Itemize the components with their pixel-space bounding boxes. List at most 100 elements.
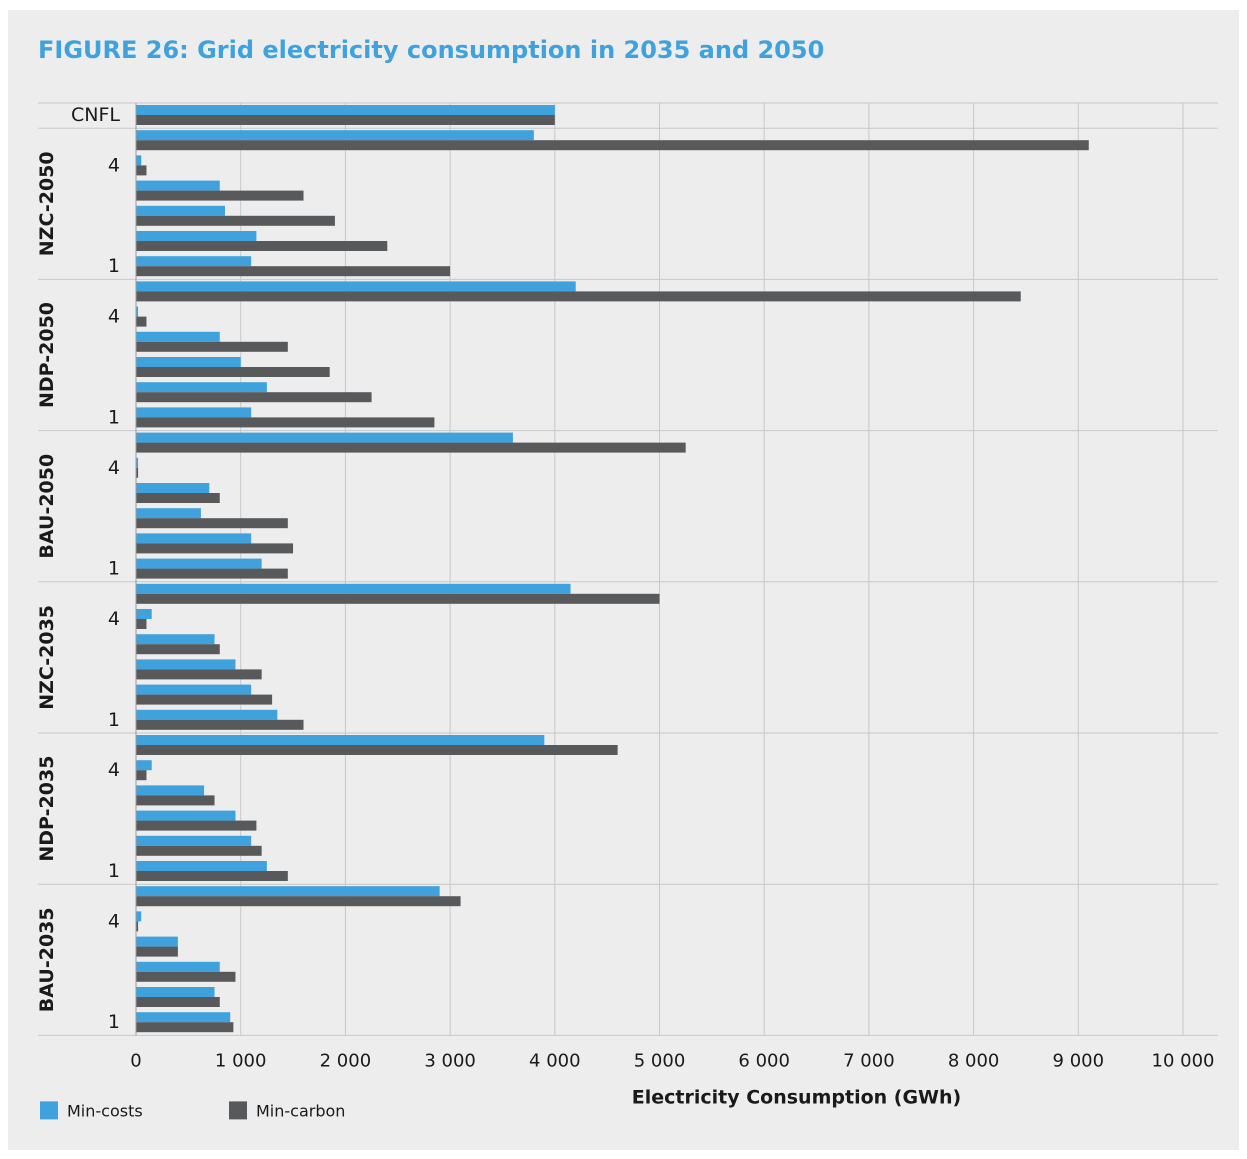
bar-min-costs — [136, 382, 267, 393]
bar-min-costs — [136, 331, 220, 342]
bar-min-costs — [136, 533, 252, 544]
bar-min-carbon — [136, 997, 220, 1007]
legend-label: Min-carbon — [256, 1101, 345, 1120]
bar-min-carbon — [136, 593, 660, 604]
group-label: NZC-2050 — [36, 151, 58, 256]
row-label: 1 — [108, 709, 120, 731]
bar-min-carbon — [136, 266, 451, 277]
bar-min-carbon — [136, 845, 262, 856]
legend-label: Min-costs — [67, 1101, 143, 1120]
bar-min-carbon — [136, 442, 686, 453]
x-tick-label: 10 000 — [1152, 1050, 1215, 1071]
bar-min-costs — [136, 130, 534, 141]
bar-min-costs — [136, 961, 220, 972]
row-label: 4 — [108, 759, 120, 781]
x-tick-label: 9 000 — [1053, 1050, 1105, 1071]
row-label: 4 — [108, 154, 120, 176]
bar-min-carbon — [136, 341, 288, 352]
x-tick-label: 2 000 — [320, 1050, 372, 1071]
bar-min-costs — [136, 810, 236, 821]
bar-min-costs — [136, 105, 555, 115]
bar-min-carbon — [136, 543, 294, 554]
legend-swatch-min-costs — [40, 1101, 58, 1120]
row-label: 4 — [108, 910, 120, 932]
bar-min-costs — [136, 886, 440, 897]
bar-min-carbon — [136, 745, 618, 755]
bar-min-carbon — [136, 946, 178, 957]
x-tick-label: 3 000 — [424, 1050, 476, 1071]
chart-title: FIGURE 26: Grid electricity consumption … — [38, 36, 825, 64]
bar-min-carbon — [136, 241, 388, 251]
bar-min-carbon — [136, 518, 288, 529]
bar-min-costs — [136, 256, 252, 267]
row-label: 1 — [108, 1011, 120, 1033]
bar-min-costs — [136, 407, 252, 418]
row-label: 4 — [108, 608, 120, 630]
bar-min-carbon — [136, 619, 147, 629]
x-tick-label: 5 000 — [634, 1050, 686, 1071]
x-tick-label: 8 000 — [948, 1050, 1000, 1071]
bar-min-costs — [136, 205, 225, 216]
x-axis-title: Electricity Consumption (GWh) — [632, 1086, 961, 1108]
bar-min-costs — [136, 558, 262, 569]
group-label: NZC-2035 — [36, 605, 58, 710]
row-label: 1 — [108, 406, 120, 428]
row-label: 1 — [108, 255, 120, 277]
bar-min-carbon — [136, 115, 555, 125]
bar-min-costs — [136, 281, 576, 292]
row-label: 4 — [108, 306, 120, 328]
bar-min-costs — [136, 508, 201, 519]
row-label: 1 — [108, 860, 120, 882]
bar-min-carbon — [136, 316, 147, 327]
bar-min-carbon — [136, 694, 273, 705]
bar-min-costs — [136, 231, 257, 241]
bar-min-costs — [136, 861, 267, 871]
bar-min-costs — [136, 180, 220, 191]
bar-min-carbon — [136, 190, 304, 201]
group-label: BAU-2050 — [36, 454, 58, 559]
bar-min-carbon — [136, 921, 139, 932]
bar-min-carbon — [136, 392, 372, 403]
bar-min-costs — [136, 457, 139, 468]
bar-min-carbon — [136, 417, 435, 428]
bar-min-carbon — [136, 367, 330, 377]
bar-min-costs — [136, 583, 571, 594]
bar-min-costs — [136, 155, 142, 166]
x-tick-label: 4 000 — [529, 1050, 581, 1071]
bar-min-carbon — [136, 719, 304, 730]
bar-min-carbon — [136, 871, 288, 881]
bar-min-costs — [136, 785, 205, 796]
bar-min-costs — [136, 709, 278, 720]
bar-min-costs — [136, 634, 215, 645]
bar-min-costs — [136, 735, 545, 745]
bar-min-carbon — [136, 568, 288, 579]
row-label: 4 — [108, 457, 120, 479]
bar-min-costs — [136, 1012, 231, 1023]
x-tick-label: 6 000 — [738, 1050, 790, 1071]
bar-min-costs — [136, 760, 152, 771]
bar-min-carbon — [136, 795, 215, 806]
bar-min-carbon — [136, 971, 236, 982]
bar-min-costs — [136, 432, 513, 443]
bar-min-carbon — [136, 467, 139, 478]
bar-min-carbon — [136, 165, 147, 176]
group-label: NDP-2050 — [36, 302, 58, 408]
row-label: CNFL — [71, 104, 120, 126]
bar-min-carbon — [136, 140, 1089, 151]
bar-min-costs — [136, 306, 139, 317]
bar-min-costs — [136, 936, 178, 947]
bar-min-costs — [136, 987, 215, 997]
bar-min-costs — [136, 911, 142, 922]
x-tick-label: 0 — [130, 1050, 141, 1071]
x-tick-label: 1 000 — [215, 1050, 267, 1071]
bar-min-carbon — [136, 896, 461, 907]
bar-min-costs — [136, 659, 236, 670]
bar-min-costs — [136, 835, 252, 846]
bar-min-carbon — [136, 493, 220, 503]
bar-min-carbon — [136, 215, 335, 226]
group-label: NDP-2035 — [36, 756, 58, 862]
bar-min-carbon — [136, 644, 220, 655]
bar-min-carbon — [136, 1022, 234, 1033]
bar-min-costs — [136, 684, 252, 695]
